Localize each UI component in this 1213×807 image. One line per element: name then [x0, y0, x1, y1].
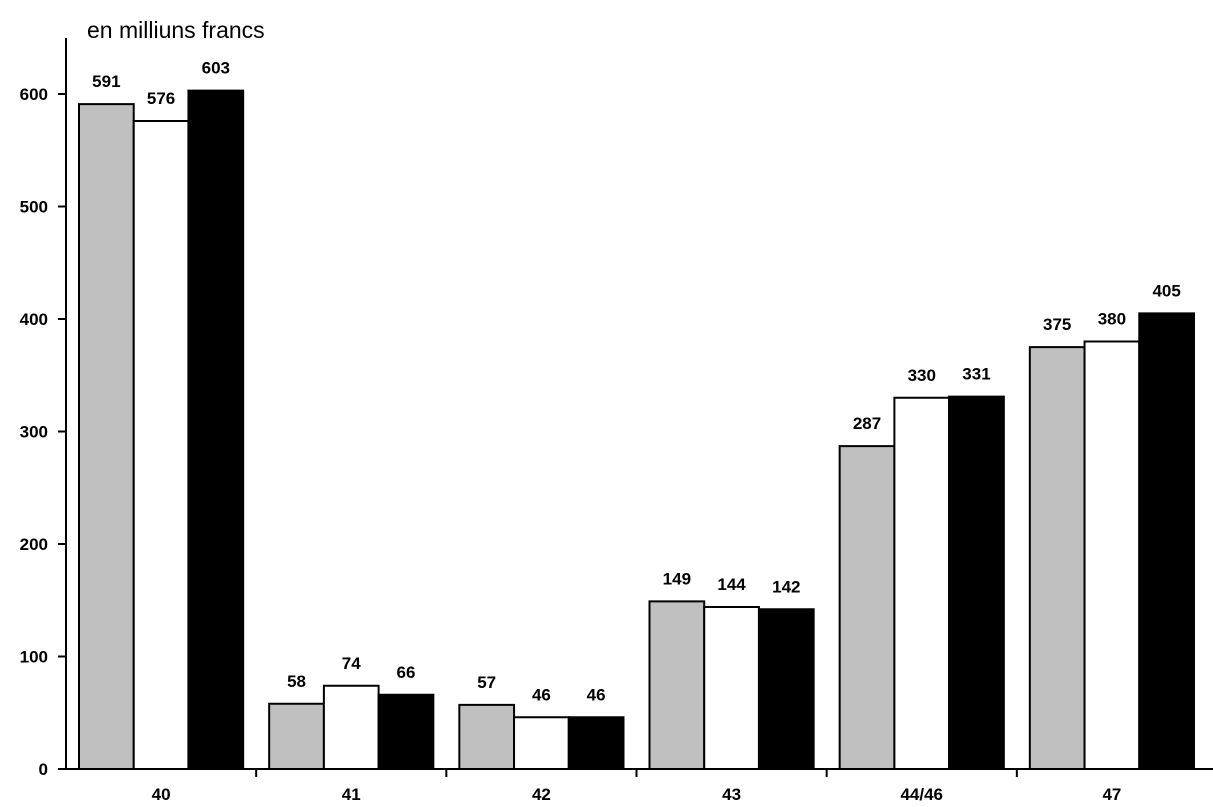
data-label: 375	[1043, 315, 1071, 334]
bar	[1028, 346, 1086, 770]
y-tick-label: 400	[20, 310, 48, 329]
data-label: 58	[287, 672, 306, 691]
bar	[513, 716, 570, 770]
unit-label: en milliuns francs	[87, 17, 265, 43]
bars	[78, 89, 1196, 770]
bar	[703, 606, 760, 770]
bar	[322, 684, 380, 770]
data-label: 330	[908, 366, 936, 385]
y-tick-label: 300	[20, 423, 48, 442]
y-tick-label: 500	[20, 198, 48, 217]
bar	[948, 395, 1005, 770]
bar	[648, 600, 706, 770]
x-tick-label: 41	[342, 785, 361, 804]
bar	[132, 120, 190, 770]
data-label: 331	[962, 365, 990, 384]
data-label: 380	[1098, 310, 1126, 329]
data-labels: 591 576 603 58 74 66 57 46 46 149 144 142 287 330 331 3…	[92, 59, 1181, 705]
bar	[1138, 312, 1196, 770]
bar	[893, 396, 951, 770]
x-axis-ticks: 40 41 42 43 44/46 47	[152, 769, 1121, 804]
data-label: 66	[397, 663, 416, 682]
bar	[458, 703, 516, 770]
data-label: 142	[772, 577, 800, 596]
bar	[78, 103, 135, 770]
data-label: 576	[147, 89, 175, 108]
data-label: 287	[853, 414, 881, 433]
data-label: 405	[1152, 281, 1180, 300]
x-tick-label: 43	[722, 785, 741, 804]
data-label: 74	[342, 654, 361, 673]
y-tick-label: 600	[20, 85, 48, 104]
data-label: 57	[477, 673, 496, 692]
x-tick-label: 40	[152, 785, 171, 804]
y-tick-label: 200	[20, 535, 48, 554]
y-axis-ticks: 0 100 200 300 400 500 600	[20, 85, 66, 779]
data-label: 591	[92, 72, 120, 91]
data-label: 149	[663, 569, 691, 588]
x-tick-label: 47	[1102, 785, 1121, 804]
bar	[757, 608, 815, 770]
y-tick-label: 0	[39, 760, 48, 779]
data-label: 603	[202, 59, 230, 78]
bar	[268, 702, 325, 770]
bar	[377, 693, 435, 770]
y-tick-label: 100	[20, 648, 48, 667]
bar	[838, 445, 896, 770]
data-label: 46	[587, 685, 606, 704]
data-label: 46	[532, 685, 551, 704]
bar	[187, 89, 245, 770]
bar	[1083, 340, 1141, 770]
data-label: 144	[717, 575, 746, 594]
x-tick-label: 44/46	[900, 785, 943, 804]
bar	[567, 716, 625, 770]
x-tick-label: 42	[532, 785, 551, 804]
